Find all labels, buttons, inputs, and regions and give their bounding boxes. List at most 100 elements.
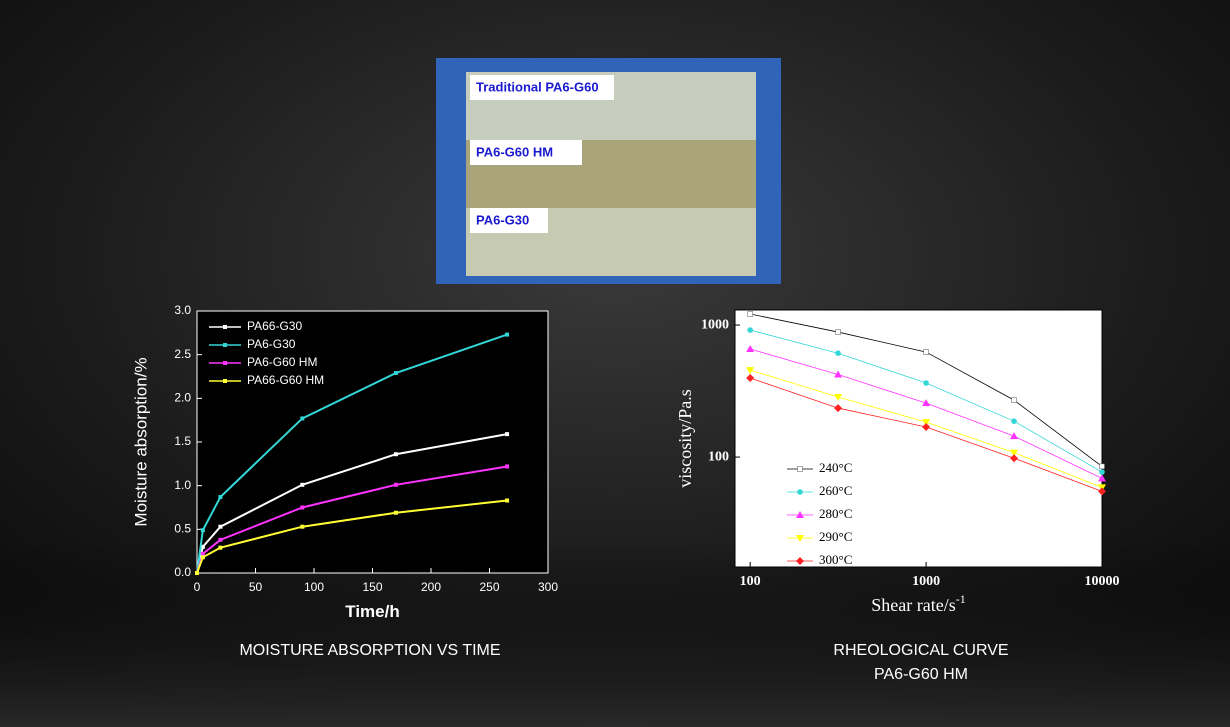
legend-marker [796, 535, 804, 542]
marker [923, 349, 929, 355]
marker [922, 419, 931, 427]
x-tick-label: 250 [479, 580, 499, 594]
y-tick-label: 2.0 [174, 391, 191, 405]
marker [747, 311, 753, 317]
marker [923, 380, 929, 386]
marker [1010, 432, 1019, 440]
y-tick-label: 2.5 [174, 347, 191, 361]
marker [1098, 474, 1106, 482]
marker [393, 452, 398, 457]
marker [393, 510, 398, 515]
legend-marker [223, 343, 227, 347]
marker [834, 394, 843, 402]
x-tick-label: 10000 [1085, 574, 1120, 589]
marker [747, 327, 753, 333]
marker [300, 505, 305, 510]
y-axis-label: Moisture absorption/% [131, 357, 150, 526]
x-tick-label: 50 [249, 580, 263, 594]
marker [393, 482, 398, 487]
y-tick-label: 0.5 [174, 522, 191, 536]
x-tick-label: 300 [538, 580, 558, 594]
legend-label: 240°C [819, 460, 852, 475]
photo-label: Traditional PA6-G60 [476, 79, 599, 94]
legend-label: 280°C [819, 506, 852, 521]
marker [200, 555, 205, 560]
marker [300, 416, 305, 421]
marker [834, 404, 843, 413]
y-tick-label: 1.0 [174, 478, 191, 492]
marker [835, 329, 841, 335]
legend-label: PA6-G30 [247, 337, 296, 351]
legend-label: PA6-G60 HM [247, 355, 317, 369]
caption: MOISTURE ABSORPTION VS TIME [239, 642, 500, 659]
marker [505, 498, 510, 503]
marker [1010, 454, 1019, 463]
marker [200, 528, 205, 533]
marker [746, 367, 755, 375]
marker [505, 332, 510, 337]
marker [195, 571, 199, 575]
y-tick-label: 3.0 [174, 303, 191, 317]
marker [746, 374, 755, 383]
legend-marker [223, 379, 227, 383]
x-tick-label: 150 [362, 580, 382, 594]
marker [1099, 463, 1105, 470]
marker [505, 464, 510, 469]
x-axis-label-sup: -1 [956, 592, 966, 606]
legend-marker [796, 511, 804, 518]
caption: PA6-G60 HM [874, 666, 968, 683]
legend-marker [796, 557, 804, 565]
chart: 100 1000 10000 100 1000 Shear rate/s-1 viscosi… [675, 309, 1120, 683]
y-tick-label: 1.5 [174, 434, 191, 448]
x-tick-label: 1000 [912, 574, 940, 589]
photo: Traditional PA6-G60 PA6-G60 HM PA6-G30 [436, 58, 781, 284]
legend-marker [223, 325, 227, 329]
series-line [196, 433, 508, 574]
series-line [196, 499, 508, 574]
x-tick-label: 0 [194, 580, 201, 594]
x-tick-label: 200 [421, 580, 441, 594]
plot-area [734, 309, 1103, 568]
marker [922, 399, 931, 407]
plot-area [196, 310, 549, 574]
legend-label: 260°C [819, 483, 852, 498]
photo-label: PA6-G60 HM [476, 144, 553, 159]
marker [218, 537, 223, 542]
y-tick-label: 0.0 [174, 565, 191, 579]
marker [218, 524, 223, 529]
y-axis-label: viscosity/Pa.s [675, 389, 695, 488]
label-box [470, 140, 582, 165]
chart: 0 50 100 150 200 250 300 0.0 0.5 1.0 1.5 2.0 2.5 3.0 T… [131, 303, 558, 659]
marker [922, 422, 931, 431]
legend-label: PA66-G60 HM [247, 373, 324, 387]
marker [1099, 469, 1105, 475]
marker [1098, 487, 1106, 496]
legend-label: PA66-G30 [247, 319, 302, 333]
marker [505, 432, 510, 437]
x-tick-label: 100 [740, 574, 761, 589]
x-axis-label-text: Time/h [345, 602, 399, 621]
marker [1011, 397, 1017, 403]
x-axis-label: Shear rate/s-1 [871, 592, 965, 615]
label-box [470, 208, 548, 233]
x-tick-label: 100 [304, 580, 324, 594]
marker [300, 524, 305, 529]
marker [200, 544, 205, 549]
x-axis-label-text: Shear rate/s [871, 595, 955, 615]
marker [746, 344, 755, 352]
legend-marker [797, 489, 803, 495]
y-tick-label: 100 [708, 449, 729, 464]
marker [834, 370, 843, 378]
marker [200, 551, 205, 556]
marker [393, 371, 398, 376]
marker [1010, 449, 1019, 457]
marker [218, 495, 223, 500]
marker [218, 545, 223, 550]
y-tick-label: 1000 [701, 317, 729, 332]
legend-marker [797, 466, 803, 472]
marker [300, 482, 305, 487]
series-line [196, 333, 508, 574]
marker [1011, 418, 1017, 424]
